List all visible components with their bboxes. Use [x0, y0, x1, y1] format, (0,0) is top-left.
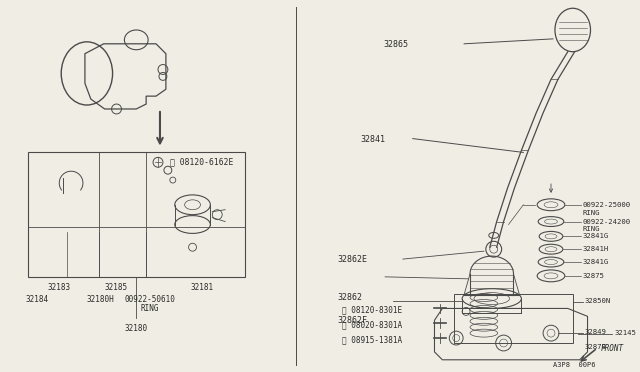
Text: 32185: 32185 — [105, 283, 128, 292]
Text: 00922-25000: 00922-25000 — [582, 202, 631, 208]
Text: 32841G: 32841G — [582, 259, 609, 265]
Text: 32841G: 32841G — [582, 233, 609, 240]
Text: RING: RING — [582, 227, 600, 232]
Bar — [454, 294, 573, 343]
Text: 32862E: 32862E — [338, 255, 368, 264]
Text: FRONT: FRONT — [600, 344, 623, 353]
Text: 32875: 32875 — [582, 273, 604, 279]
Text: 32841: 32841 — [360, 135, 385, 144]
Text: A3P8  00P6: A3P8 00P6 — [553, 362, 595, 368]
Text: 32879: 32879 — [584, 344, 607, 350]
Text: 32145: 32145 — [614, 330, 636, 336]
Text: 32862: 32862 — [338, 293, 363, 302]
Text: 32850N: 32850N — [584, 298, 611, 304]
Text: RING: RING — [582, 210, 600, 216]
Text: Ⓑ 08120-8301E: Ⓑ 08120-8301E — [342, 305, 402, 314]
Text: 32184: 32184 — [26, 295, 49, 304]
Text: 32865: 32865 — [383, 40, 408, 49]
Text: Ⓑ 08120-6162E: Ⓑ 08120-6162E — [170, 157, 233, 166]
Text: Ⓠ 08915-1381A: Ⓠ 08915-1381A — [342, 335, 402, 344]
Text: 00922-24200: 00922-24200 — [582, 219, 631, 225]
Text: 00922-50610: 00922-50610 — [125, 295, 175, 304]
Text: 32183: 32183 — [48, 283, 71, 292]
Text: 32180: 32180 — [125, 324, 148, 333]
Text: Ⓑ 08020-8301A: Ⓑ 08020-8301A — [342, 320, 402, 329]
Text: 32841H: 32841H — [582, 246, 609, 252]
Text: 32862F: 32862F — [338, 316, 368, 326]
Text: 32849: 32849 — [584, 329, 607, 335]
Bar — [28, 153, 245, 277]
Text: 32180H: 32180H — [87, 295, 115, 304]
Text: 32181: 32181 — [191, 283, 214, 292]
Text: RING: RING — [141, 305, 159, 314]
